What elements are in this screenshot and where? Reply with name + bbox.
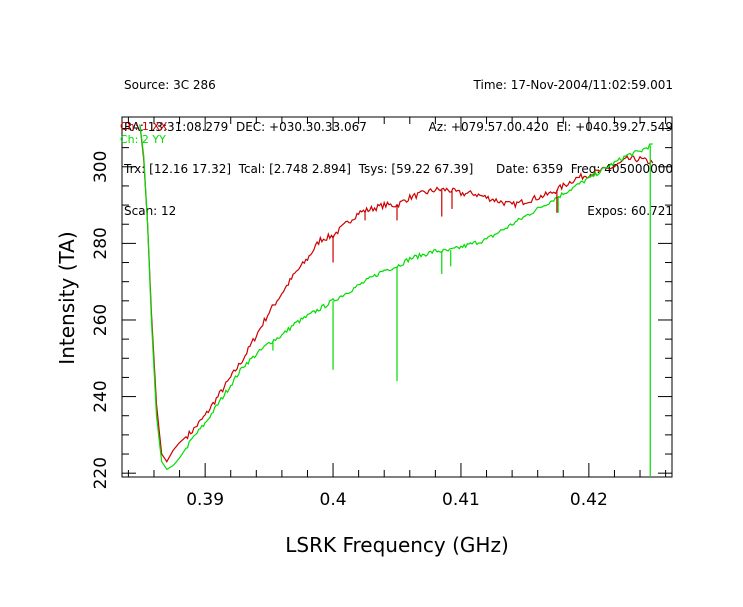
date-freq-line: Date: 6359 Freq: 405000000 (496, 162, 673, 176)
ra-dec-line: RA: 13:31:08.279 DEC: +030.30.33.067 (124, 120, 367, 134)
time-line: Time: 17-Nov-2004/11:02:59.001 (473, 78, 673, 92)
scan-line: Scan: 12 (124, 204, 177, 218)
x-tick-label: 0.4 (320, 490, 347, 510)
y-tick-label: 220 (91, 457, 111, 489)
x-axis-title: LSRK Frequency (GHz) (285, 533, 509, 557)
x-tick-labels: 0.39 0.4 0.41 0.42 (186, 490, 608, 510)
header-right: Time: 17-Nov-2004/11:02:59.001 Az: +079.… (429, 50, 673, 232)
x-tick-label: 0.41 (442, 490, 480, 510)
expos-line: Expos: 60.721 (587, 204, 673, 218)
legend-yy: Ch: 2 YY (120, 133, 166, 146)
az-el-line: Az: +079.57.00.420 El: +040.39.27.549 (428, 120, 673, 134)
y-tick-label: 240 (91, 380, 111, 412)
series-xx-line (139, 124, 654, 463)
series-layer (139, 124, 654, 477)
series-yy-line (139, 124, 653, 471)
y-tick-labels: 220 240 260 280 300 (91, 151, 111, 490)
y-tick-label: 300 (91, 151, 111, 183)
legend-xx: Ch: 1 XX (120, 120, 168, 133)
y-tick-label: 280 (91, 227, 111, 259)
x-tick-label: 0.39 (186, 490, 224, 510)
source-line: Source: 3C 286 (124, 78, 216, 92)
y-tick-label: 260 (91, 304, 111, 336)
y-axis-title: Intensity (TA) (55, 231, 79, 364)
plot-frame (121, 116, 673, 478)
x-tick-label: 0.42 (570, 490, 608, 510)
axis-ticks (122, 117, 672, 477)
trx-tcal-line: Trx: [12.16 17.32] Tcal: [2.748 2.894] T… (124, 162, 474, 176)
header-left: Source: 3C 286 RA: 13:31:08.279 DEC: +03… (124, 50, 473, 232)
